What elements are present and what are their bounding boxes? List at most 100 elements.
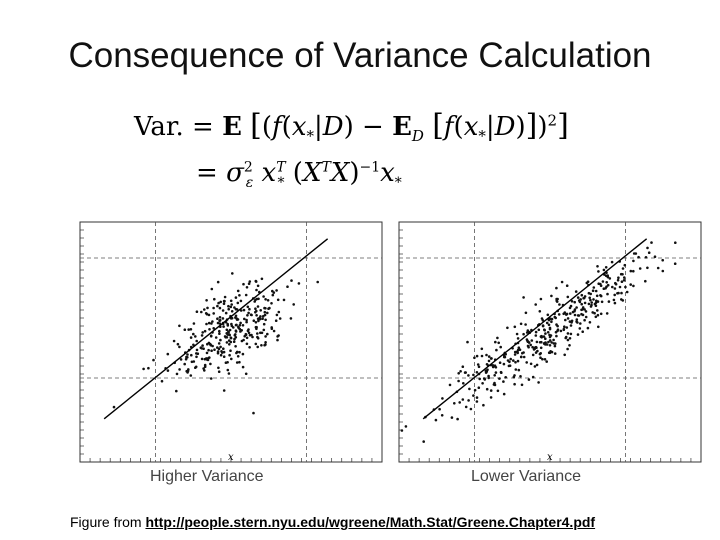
data-point — [583, 301, 587, 305]
data-point — [255, 314, 258, 317]
data-point — [606, 292, 609, 296]
data-point — [594, 304, 598, 307]
data-point — [517, 346, 521, 349]
data-point — [238, 294, 241, 297]
data-point — [256, 345, 259, 349]
data-point — [596, 300, 600, 303]
data-point — [564, 318, 567, 322]
data-point — [586, 326, 590, 330]
data-point — [514, 368, 518, 371]
data-point — [222, 325, 225, 328]
data-point — [475, 371, 479, 374]
data-point — [286, 285, 289, 288]
data-point — [461, 365, 465, 368]
data-point — [185, 369, 188, 373]
data-point — [622, 279, 626, 282]
data-point — [226, 324, 230, 327]
data-point — [250, 333, 253, 337]
figure-source-link[interactable]: http://people.stern.nyu.edu/wgreene/Math… — [145, 514, 596, 530]
data-point — [203, 329, 207, 333]
data-point — [661, 258, 664, 262]
data-point — [266, 332, 269, 336]
data-point — [254, 321, 258, 324]
data-point — [541, 324, 545, 328]
data-point — [543, 328, 546, 332]
data-point — [618, 285, 622, 289]
data-point — [247, 331, 251, 335]
data-point — [222, 389, 226, 392]
data-point — [206, 358, 210, 362]
data-point — [466, 340, 469, 344]
data-point — [577, 314, 581, 317]
data-point — [219, 345, 222, 349]
data-point — [632, 269, 635, 273]
data-point — [525, 361, 528, 364]
data-point — [440, 414, 444, 417]
data-point — [555, 286, 558, 290]
data-point — [184, 357, 188, 361]
data-point — [266, 311, 269, 315]
data-point — [264, 318, 267, 322]
data-point — [508, 364, 512, 367]
data-point — [650, 241, 653, 244]
data-point — [233, 333, 237, 337]
data-point — [218, 329, 221, 333]
data-point — [194, 335, 197, 338]
data-point — [613, 287, 617, 290]
data-point — [244, 372, 248, 376]
data-point — [258, 317, 262, 321]
data-point — [175, 372, 179, 376]
data-point — [248, 280, 252, 283]
data-point — [596, 265, 599, 268]
data-point — [205, 299, 208, 302]
data-point — [534, 351, 538, 354]
data-point — [464, 371, 467, 374]
data-point — [227, 304, 230, 308]
data-point — [274, 319, 278, 322]
data-point — [244, 293, 248, 297]
data-point — [238, 350, 241, 354]
data-point — [223, 299, 226, 303]
data-point — [617, 291, 620, 295]
data-point — [209, 362, 212, 366]
data-point — [592, 286, 596, 289]
data-point — [233, 337, 236, 341]
equation-line-1: Var. = E [(f(x*|D) − ED [f(x*|D)])2] — [134, 108, 569, 146]
data-point — [179, 358, 183, 361]
data-point — [217, 370, 221, 373]
data-point — [545, 343, 549, 346]
data-point — [629, 283, 632, 286]
data-point — [216, 317, 219, 320]
data-point — [620, 280, 624, 283]
data-point — [190, 360, 194, 364]
data-point — [516, 351, 519, 355]
data-point — [550, 317, 554, 321]
data-point — [599, 312, 603, 316]
data-point — [234, 345, 237, 348]
data-point — [467, 374, 470, 377]
data-point — [256, 317, 260, 321]
data-point — [522, 296, 525, 299]
data-point — [555, 297, 558, 301]
data-point — [560, 280, 564, 284]
data-point — [494, 371, 498, 374]
data-point — [461, 398, 465, 401]
variance-equation: Var. = E [(f(x*|D) − ED [f(x*|D)])2] = σ… — [134, 108, 634, 198]
data-point — [457, 372, 460, 375]
data-point — [564, 335, 568, 339]
data-point — [271, 293, 275, 297]
data-point — [218, 332, 221, 335]
data-point — [605, 281, 608, 284]
data-point — [569, 332, 573, 336]
data-point — [550, 341, 553, 344]
data-point — [434, 418, 438, 422]
data-point — [211, 320, 214, 323]
data-point — [264, 335, 267, 338]
data-point — [589, 298, 592, 302]
data-point — [276, 338, 279, 342]
data-point — [512, 359, 515, 362]
data-point — [219, 338, 222, 342]
data-point — [610, 260, 614, 264]
data-point — [607, 300, 611, 303]
data-point — [264, 341, 267, 344]
